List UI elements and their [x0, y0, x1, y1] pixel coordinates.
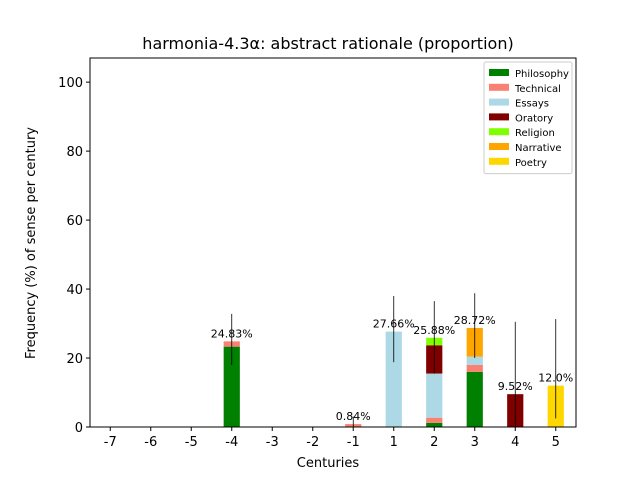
x-tick-label: -3	[266, 435, 279, 450]
data-label: 28.72%	[454, 314, 496, 327]
x-tick-label: 5	[552, 435, 560, 450]
x-tick-label: -6	[144, 435, 157, 450]
data-label: 12.0%	[538, 372, 573, 385]
bar-segment	[466, 371, 483, 427]
legend-label: Poetry	[515, 158, 547, 169]
x-axis-label: Centuries	[297, 456, 360, 471]
bar-segment	[426, 422, 443, 427]
legend-label: Philosophy	[515, 69, 569, 80]
x-tick-label: 4	[511, 435, 519, 450]
bar-segment	[466, 364, 483, 372]
data-label: 9.52%	[498, 380, 533, 393]
x-tick-label: 2	[430, 435, 438, 450]
y-axis-label: Frequency (%) of sense per century	[24, 127, 39, 359]
y-tick-label: 60	[66, 214, 83, 229]
legend-swatch	[489, 98, 509, 106]
plot-frame	[89, 57, 577, 428]
y-tick-label: 40	[66, 283, 83, 298]
data-label: 24.83%	[211, 327, 253, 340]
x-tick-label: -4	[225, 435, 238, 450]
x-tick-label: -1	[347, 435, 360, 450]
data-label: 27.66%	[373, 318, 415, 331]
legend: Philosophy Technical Essays Oratory Religion…	[483, 61, 573, 175]
chart-title: harmonia-4.3α: abstract rationale (propo…	[142, 34, 513, 53]
x-tick-label: -5	[185, 435, 198, 450]
legend-swatch	[489, 143, 509, 150]
legend-label: Oratory	[515, 113, 553, 124]
y-tick-label: 80	[66, 145, 83, 160]
data-label: 0.84%	[336, 410, 371, 423]
bar-segment	[426, 373, 443, 418]
x-tick-label: -7	[104, 435, 117, 450]
x-tick-label: 1	[390, 435, 398, 450]
legend-label: Essays	[515, 99, 549, 110]
legend-label: Technical	[514, 84, 561, 95]
x-tick-label: -2	[306, 435, 319, 450]
y-tick-label: 0	[75, 421, 83, 436]
bar-segment	[223, 346, 240, 427]
data-label: 25.88%	[413, 324, 455, 337]
bar-segment	[466, 356, 483, 365]
legend-swatch	[489, 128, 509, 136]
legend-swatch	[489, 113, 509, 121]
legend-swatch	[489, 69, 509, 76]
x-tick-label: 3	[471, 435, 479, 450]
legend-label: Narrative	[515, 143, 562, 154]
bar-segment	[426, 417, 443, 423]
legend-swatch	[489, 157, 509, 165]
y-tick-label: 100	[58, 76, 83, 91]
legend-swatch	[489, 83, 509, 91]
y-tick-label: 20	[66, 352, 83, 367]
plot-area: 0 20 40 60 80 100 24.83% 0.84% 27.66%25.88%28.72…	[58, 57, 577, 450]
legend-label: Religion	[515, 128, 555, 139]
bar-segment	[385, 331, 402, 427]
